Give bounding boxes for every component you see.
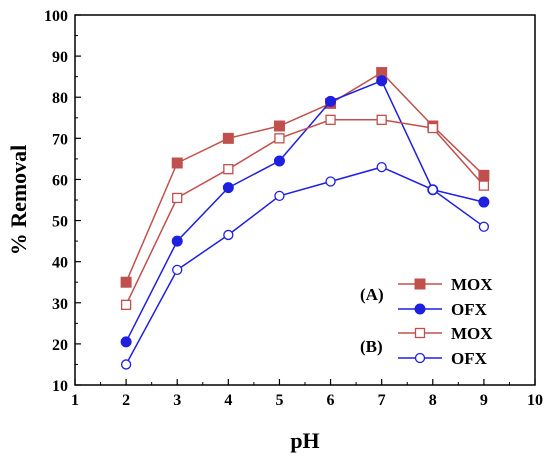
data-point xyxy=(171,157,183,169)
x-tick-label: 3 xyxy=(173,392,181,409)
x-tick-label: 6 xyxy=(327,392,335,409)
x-tick-label: 8 xyxy=(429,392,437,409)
data-point xyxy=(274,190,285,202)
data-point xyxy=(325,95,337,107)
legend-marker xyxy=(414,278,426,290)
data-point xyxy=(376,161,387,173)
y-tick-label: 60 xyxy=(52,172,68,189)
series-line xyxy=(125,79,485,343)
data-point xyxy=(172,264,183,276)
data-point xyxy=(223,229,234,241)
series-line xyxy=(125,71,485,283)
data-point xyxy=(120,276,132,288)
data-point xyxy=(478,180,490,191)
data-point xyxy=(427,184,438,195)
data-point xyxy=(427,122,438,134)
x-tick-label: 9 xyxy=(480,392,488,409)
legend-label: MOX xyxy=(451,324,493,343)
y-tick-label: 90 xyxy=(52,49,68,66)
data-point xyxy=(478,169,490,181)
data-point xyxy=(325,114,336,125)
x-axis-title: pH xyxy=(290,428,319,453)
y-tick-label: 20 xyxy=(52,337,68,354)
x-axis: 1 2 3 4 5 6 7 8 9 10 xyxy=(71,379,543,409)
x-tick-label: 1 xyxy=(71,392,79,409)
y-tick-label: 40 xyxy=(52,255,68,272)
data-point xyxy=(222,182,234,194)
series-mox-a xyxy=(120,67,490,288)
x-tick-label: 5 xyxy=(275,392,283,409)
y-axis-title: % Removal xyxy=(6,145,31,256)
legend-group-label: (B) xyxy=(360,337,383,356)
series-line xyxy=(125,166,485,365)
data-point xyxy=(376,114,387,125)
y-axis: 10 20 30 40 50 60 70 80 90 100 xyxy=(44,8,81,395)
legend-marker xyxy=(414,352,426,364)
data-point xyxy=(171,235,183,247)
x-tick-label: 2 xyxy=(122,392,130,409)
data-point xyxy=(273,120,285,132)
data-point xyxy=(478,196,490,208)
data-point xyxy=(325,176,336,187)
legend-label: OFX xyxy=(451,300,488,319)
data-point xyxy=(376,75,388,87)
legend-label: OFX xyxy=(451,349,488,368)
series-layer xyxy=(120,67,490,370)
data-point xyxy=(120,359,132,370)
y-tick-label: 30 xyxy=(52,296,68,313)
legend-label: MOX xyxy=(451,275,493,294)
y-tick-label: 100 xyxy=(44,8,68,25)
data-point xyxy=(120,336,132,348)
series-mox-b xyxy=(120,114,490,310)
x-tick-label: 10 xyxy=(527,392,543,409)
legend-group-label: (A) xyxy=(360,285,384,304)
data-point xyxy=(478,221,490,232)
y-tick-label: 10 xyxy=(52,378,68,395)
x-tick-label: 7 xyxy=(378,392,386,409)
legend-marker xyxy=(414,303,426,315)
legend: MOX OFX MOX OFX (A) (B) xyxy=(360,275,493,368)
series-ofx-b xyxy=(120,161,490,370)
series-ofx-a xyxy=(120,75,490,348)
data-point xyxy=(223,164,234,175)
legend-marker xyxy=(414,327,426,339)
y-tick-label: 80 xyxy=(52,90,68,107)
data-point xyxy=(273,155,285,167)
data-point xyxy=(172,192,183,204)
data-point xyxy=(274,133,285,144)
y-tick-label: 50 xyxy=(52,214,68,231)
x-tick-label: 4 xyxy=(224,392,232,409)
data-point xyxy=(222,132,234,144)
series-line xyxy=(125,119,485,306)
y-tick-label: 70 xyxy=(52,131,68,148)
data-point xyxy=(120,299,132,310)
